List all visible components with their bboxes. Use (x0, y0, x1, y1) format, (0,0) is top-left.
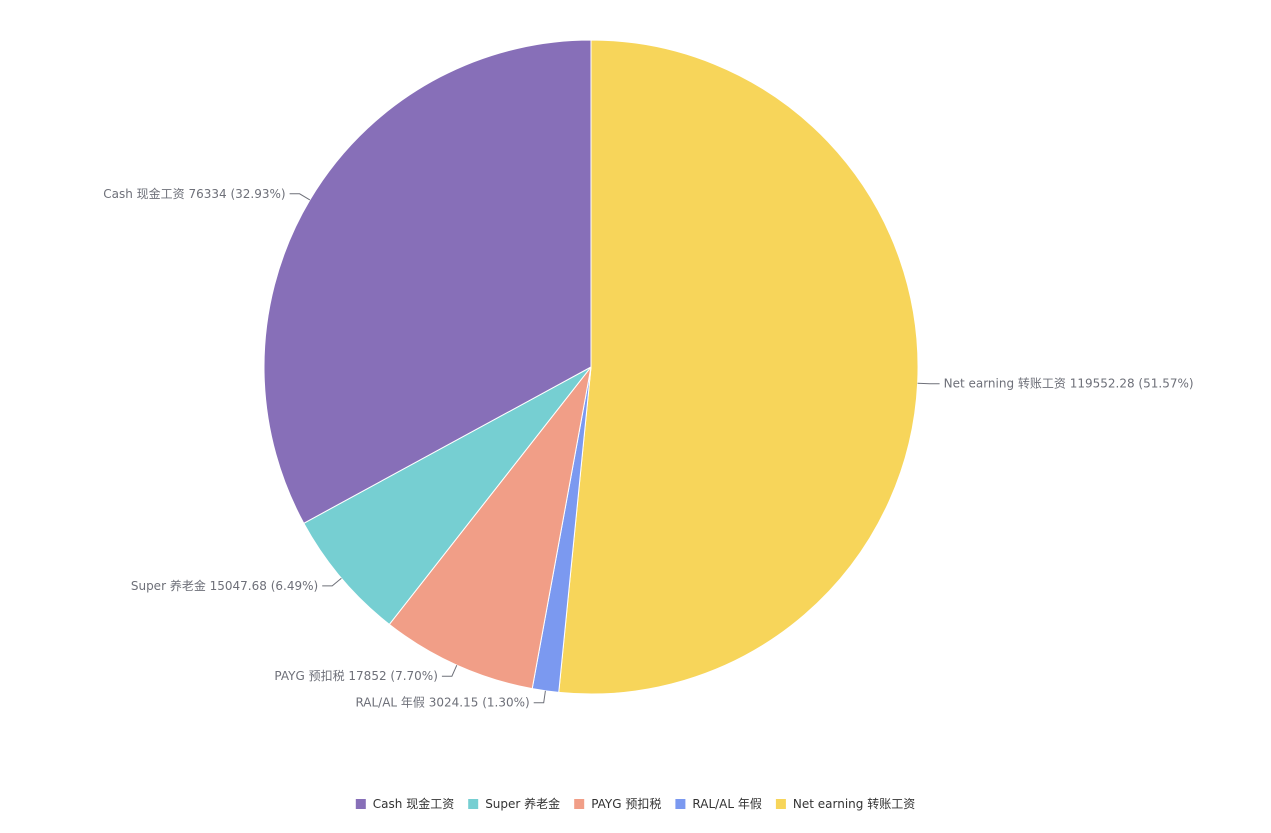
pie-slice-payg[interactable] (388, 366, 592, 690)
legend-item-cash[interactable]: Cash 现金工资 (355, 796, 454, 811)
pie-slice-cash[interactable] (263, 39, 592, 524)
legend-item-net[interactable]: Net earning 转账工资 (775, 796, 915, 811)
leader-line-ral-al (533, 690, 546, 704)
legend-label: Net earning 转账工资 (793, 796, 915, 811)
legend-swatch (775, 799, 786, 809)
legend-swatch (468, 799, 479, 809)
leader-line-super (322, 577, 342, 587)
pie-slice-net[interactable] (558, 39, 919, 695)
legend-label: Super 养老金 (485, 796, 560, 811)
slice-labels: Net earning 转账工资 119552.28 (51.57%) RAL/A… (103, 186, 1193, 710)
slice-label-super: Super 养老金 15047.68 (6.49%) (131, 578, 318, 593)
leader-line-cash (289, 193, 311, 201)
leader-line-net (917, 382, 940, 385)
legend-item-payg[interactable]: PAYG 预扣税 (574, 797, 661, 811)
leader-line-payg (441, 664, 458, 677)
legend-swatch (574, 799, 585, 809)
pie-slices (263, 39, 919, 695)
legend-swatch (355, 799, 366, 809)
label-leader-lines (289, 193, 940, 704)
legend: Cash 现金工资 Super 养老金 PAYG 预扣税 RAL/AL 年假 Net e… (355, 796, 915, 811)
slice-label-cash: Cash 现金工资 76334 (32.93%) (103, 186, 285, 201)
slice-label-net: Net earning 转账工资 119552.28 (51.57%) (944, 376, 1194, 391)
legend-label: Cash 现金工资 (373, 796, 454, 811)
legend-label: RAL/AL 年假 (692, 797, 762, 811)
legend-swatch (675, 799, 686, 809)
legend-item-super[interactable]: Super 养老金 (468, 796, 560, 811)
slice-label-ral-al: RAL/AL 年假 3024.15 (1.30%) (355, 696, 529, 710)
legend-item-ral-al[interactable]: RAL/AL 年假 (675, 797, 762, 811)
pie-slice-super[interactable] (303, 366, 592, 626)
legend-label: PAYG 预扣税 (591, 797, 661, 811)
slice-label-payg: PAYG 预扣税 17852 (7.70%) (274, 669, 437, 683)
